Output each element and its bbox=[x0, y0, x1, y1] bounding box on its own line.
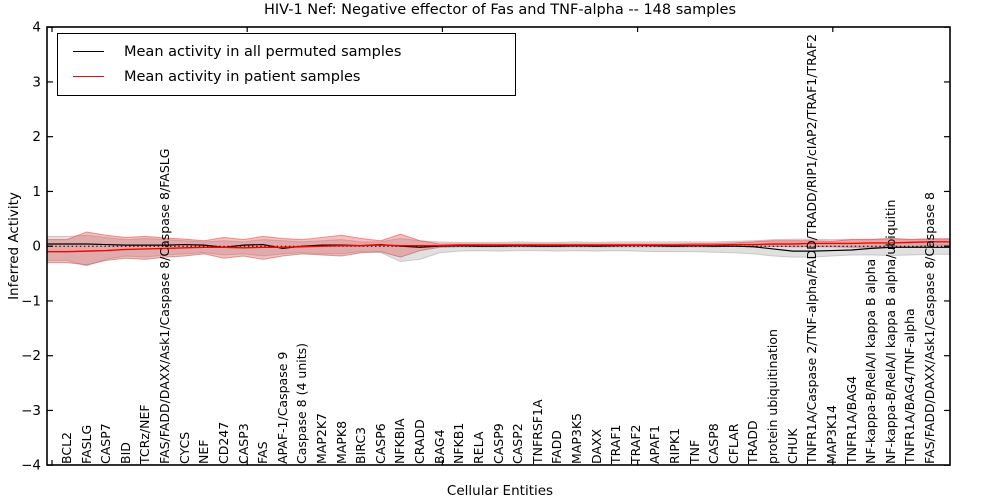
y-tick-label: −2 bbox=[21, 348, 41, 364]
legend-label-patient: Mean activity in patient samples bbox=[124, 68, 361, 85]
y-tick-label: −1 bbox=[21, 293, 41, 309]
permuted-mean-line bbox=[47, 243, 950, 252]
y-tick-label: 2 bbox=[32, 129, 41, 145]
legend: Mean activity in all permuted samples Me… bbox=[57, 33, 516, 96]
legend-label-permuted: Mean activity in all permuted samples bbox=[124, 43, 402, 60]
y-tick-label: −3 bbox=[21, 403, 41, 419]
y-tick-label: 0 bbox=[32, 239, 41, 255]
y-tick-label: 1 bbox=[32, 184, 41, 200]
patient-line-swatch bbox=[73, 76, 104, 77]
patient-mean-line bbox=[47, 241, 950, 253]
chart-title: HIV-1 Nef: Negative effector of Fas and … bbox=[263, 2, 737, 18]
x-axis-label: Cellular Entities bbox=[446, 483, 554, 499]
permuted-line-swatch bbox=[73, 51, 104, 52]
legend-item-patient: Mean activity in patient samples bbox=[58, 64, 515, 89]
y-tick-label: −4 bbox=[21, 458, 41, 474]
y-tick-label: 3 bbox=[32, 74, 41, 90]
legend-item-permuted: Mean activity in all permuted samples bbox=[58, 39, 515, 64]
y-tick-label: 4 bbox=[32, 20, 41, 36]
